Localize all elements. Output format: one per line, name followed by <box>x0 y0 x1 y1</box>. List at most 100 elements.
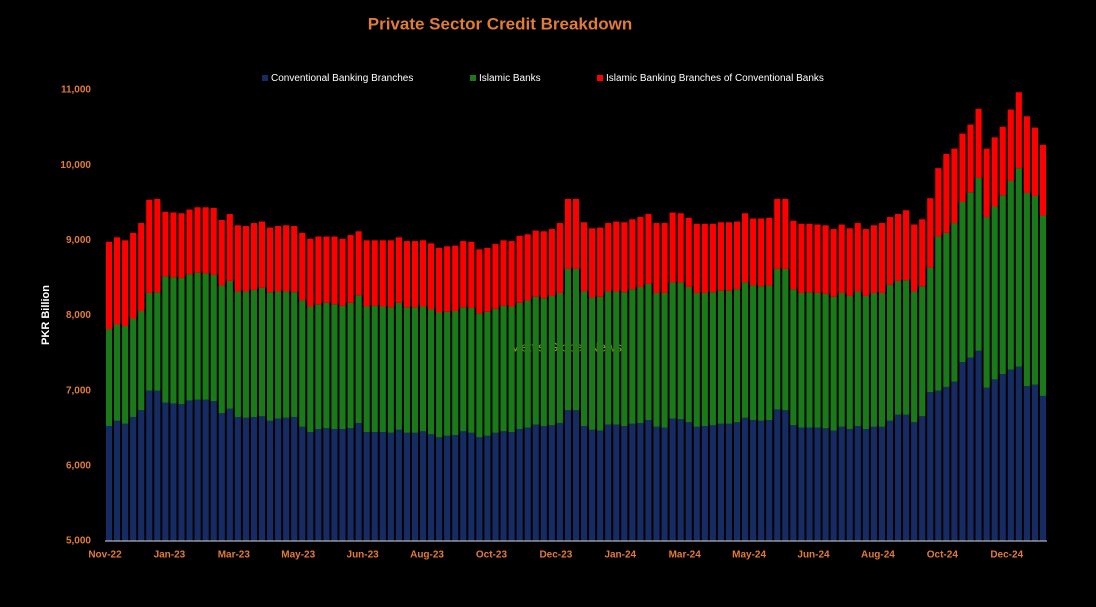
bar-segment <box>146 390 153 541</box>
bar-segment <box>105 425 113 541</box>
bar-segment <box>580 291 588 426</box>
bar-segment <box>822 293 829 429</box>
bar-segment <box>894 280 902 415</box>
bar-segment <box>234 416 241 541</box>
bar-segment <box>927 267 934 393</box>
bar-segment <box>162 402 169 541</box>
bar-segment <box>275 291 282 419</box>
bar-segment <box>484 435 491 541</box>
bar-segment <box>436 437 443 541</box>
bar-segment <box>838 224 845 293</box>
bar-segment <box>476 313 483 438</box>
bar-segment <box>653 223 660 293</box>
bar-segment <box>806 223 813 293</box>
bar-segment <box>1023 116 1030 193</box>
bar-segment <box>331 236 338 305</box>
bar-segment <box>556 223 563 293</box>
bar-segment <box>911 224 918 292</box>
bar-segment <box>146 292 153 391</box>
bar-segment <box>597 296 604 431</box>
bar-segment <box>363 306 370 433</box>
bar-segment <box>130 318 137 417</box>
bar-segment <box>967 192 974 358</box>
bar-segment <box>766 419 773 541</box>
bar-segment <box>395 302 402 430</box>
bar-segment <box>226 214 233 281</box>
bar-segment <box>170 212 177 278</box>
bar-segment <box>878 292 886 427</box>
bar-segment <box>758 218 765 287</box>
bar-segment <box>1015 92 1022 169</box>
bar-segment <box>669 212 676 283</box>
bar-segment <box>202 207 209 274</box>
bar-segment <box>959 133 966 202</box>
bar-segment <box>951 148 958 224</box>
bar-segment <box>436 312 443 438</box>
bar-segment <box>1007 180 1014 370</box>
bar-segment <box>701 292 708 426</box>
bar-segment <box>903 210 910 281</box>
bar-segment <box>178 277 185 405</box>
bar-segment <box>1039 215 1047 396</box>
bar-segment <box>774 268 781 410</box>
bar-segment <box>967 124 974 193</box>
bar-segment <box>878 426 886 541</box>
bar-segment <box>347 428 354 541</box>
bar-segment <box>846 228 853 296</box>
bar-segment <box>951 381 958 541</box>
bar-segment <box>854 223 861 292</box>
bar-segment <box>154 198 161 293</box>
bar-segment <box>862 429 869 541</box>
bar-segment <box>677 419 684 541</box>
bar-segment <box>935 168 942 237</box>
bar-segment <box>242 291 249 418</box>
bar-segment <box>275 418 282 541</box>
bar-segment <box>138 223 145 311</box>
bar-segment <box>564 268 572 411</box>
bar-segment <box>339 429 346 541</box>
bar-segment <box>621 222 628 293</box>
legend-label: Islamic Banks <box>479 73 541 84</box>
bar-segment <box>870 292 877 427</box>
bar-segment <box>1031 127 1038 196</box>
bar-segment <box>846 295 853 430</box>
bar-segment <box>733 221 741 290</box>
bar-segment <box>830 229 837 297</box>
bar-segment <box>114 324 121 421</box>
x-tick-label: Jan-23 <box>154 550 186 561</box>
bar-segment <box>194 207 201 273</box>
bar-segment <box>452 245 459 311</box>
bar-segment <box>927 198 934 268</box>
bar-segment <box>387 307 394 433</box>
bar-segment <box>935 236 942 391</box>
bar-segment <box>613 291 620 425</box>
y-tick-label: 8,000 <box>66 310 91 321</box>
x-tick-label: Oct-23 <box>476 550 508 561</box>
bar-segment <box>653 426 660 541</box>
legend-label: Islamic Banking Branches of Conventional… <box>606 73 824 84</box>
x-tick-label: Jun-23 <box>347 550 380 561</box>
bar-segment <box>323 302 330 429</box>
bar-segment <box>315 304 322 430</box>
bar-segment <box>444 311 451 436</box>
bar-segment <box>428 434 435 541</box>
bar-segment <box>1039 144 1047 216</box>
bar-segment <box>766 285 773 420</box>
bar-segment <box>1015 366 1022 541</box>
x-tick-label: Dec-23 <box>539 550 572 561</box>
bar-segment <box>564 410 572 541</box>
bar-segment <box>919 416 926 541</box>
bar-segment <box>975 350 982 541</box>
bar-segment <box>178 404 185 541</box>
bar-segment <box>331 429 338 541</box>
bar-segment <box>355 422 362 541</box>
bar-segment <box>733 289 741 423</box>
bar-segment <box>548 295 555 426</box>
bar-segment <box>210 274 217 402</box>
bar-segment <box>299 300 306 427</box>
bar-segment <box>605 424 612 541</box>
bar-segment <box>717 222 724 291</box>
bar-segment <box>846 429 853 541</box>
bar-segment <box>476 249 483 314</box>
bar-segment <box>218 220 225 286</box>
